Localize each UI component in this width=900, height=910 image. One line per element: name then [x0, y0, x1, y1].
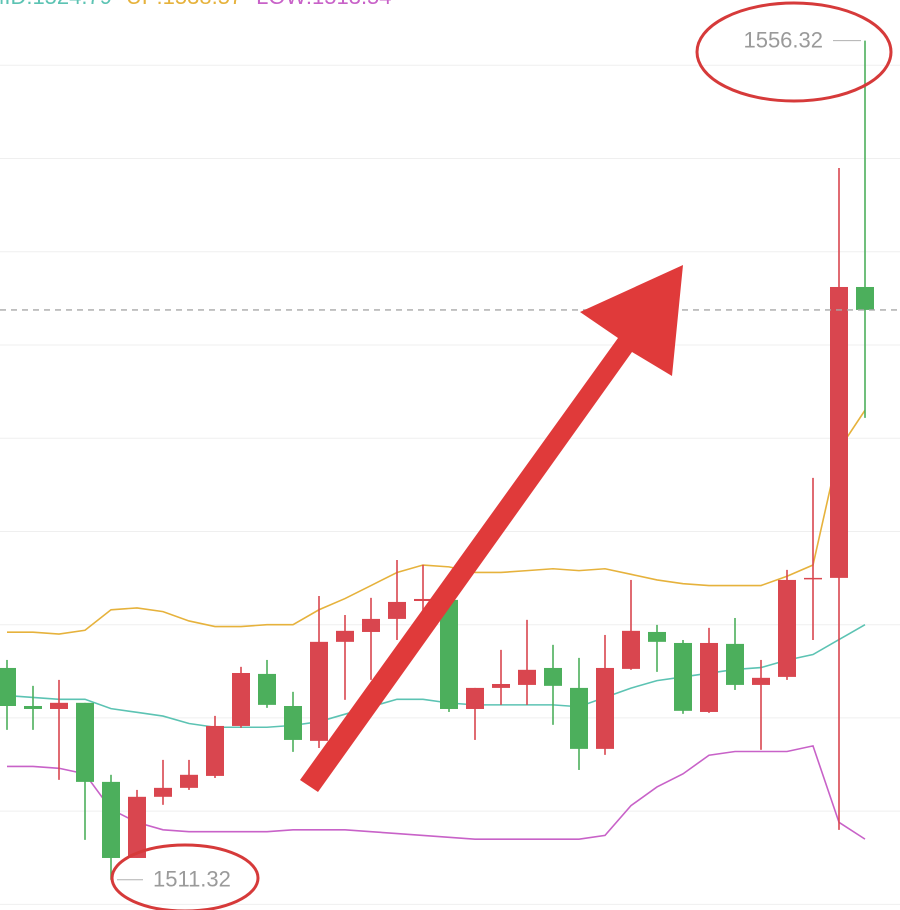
- min-label: 1511.32: [153, 867, 231, 892]
- candle-body: [648, 631, 666, 642]
- candle: [518, 619, 536, 705]
- candle-body: [362, 618, 380, 632]
- candle-body: [154, 787, 172, 797]
- candle: [778, 569, 796, 680]
- candles: [0, 40, 874, 880]
- candle: [310, 595, 328, 748]
- candle: [102, 774, 120, 880]
- candle: [0, 659, 16, 730]
- candle-body: [440, 599, 458, 709]
- band-line: [6, 623, 866, 729]
- candle-body: [258, 673, 276, 705]
- candle: [362, 597, 380, 680]
- band-line: [7, 409, 866, 635]
- candle: [440, 597, 458, 712]
- candle-body: [622, 630, 640, 669]
- candle: [284, 691, 302, 752]
- candle: [752, 659, 770, 750]
- indicator-value: LOW:1513.54: [256, 0, 391, 9]
- candle: [674, 639, 692, 714]
- candle-body: [466, 687, 484, 709]
- candle: [648, 624, 666, 672]
- candle-body: [544, 667, 562, 686]
- candle-body: [518, 669, 536, 685]
- candle-body: [414, 598, 432, 602]
- candle-body: [830, 286, 848, 578]
- candle: [570, 657, 588, 770]
- arrow: [300, 265, 683, 792]
- candle: [596, 634, 614, 755]
- candle-body: [206, 725, 224, 776]
- candle: [154, 759, 172, 805]
- candle: [388, 559, 406, 640]
- bands: [6, 409, 866, 840]
- candle-body: [804, 577, 822, 580]
- candle-body: [752, 677, 770, 685]
- candle-body: [180, 774, 198, 788]
- candle: [830, 168, 848, 830]
- candle-body: [76, 702, 94, 782]
- candle: [700, 627, 718, 713]
- candle-body: [50, 702, 68, 709]
- candle-body: [24, 705, 42, 709]
- candle-body: [128, 796, 146, 858]
- candle-body: [674, 642, 692, 711]
- candle-body: [336, 630, 354, 642]
- highlight-ellipse: [110, 843, 260, 910]
- candle: [232, 666, 250, 728]
- candle-body: [856, 286, 874, 310]
- band-line: [7, 744, 866, 840]
- candle-body: [102, 781, 120, 858]
- candle: [804, 477, 822, 640]
- candle: [622, 579, 640, 670]
- candle: [856, 40, 874, 418]
- candle-body: [310, 641, 328, 741]
- indicator-header: MID:1524.79 UP:1538.57 LOW:1513.54: [0, 0, 392, 9]
- candle: [336, 614, 354, 700]
- candle-body: [700, 642, 718, 712]
- candle: [128, 789, 146, 858]
- candle: [76, 702, 94, 840]
- candle: [726, 617, 744, 690]
- indicator-value: MID:1524.79: [0, 0, 112, 9]
- candle: [180, 759, 198, 790]
- candle: [492, 649, 510, 705]
- candle-body: [596, 667, 614, 749]
- candle: [258, 659, 276, 708]
- candle: [466, 687, 484, 740]
- indicator-value: UP:1538.57: [126, 0, 242, 9]
- grid: [0, 64, 900, 905]
- candle-body: [388, 601, 406, 619]
- candle: [24, 685, 42, 730]
- candle-body: [570, 687, 588, 749]
- candle-body: [284, 705, 302, 740]
- candle: [50, 679, 68, 780]
- candle: [206, 715, 224, 778]
- candle-body: [232, 672, 250, 726]
- candle-body: [0, 667, 16, 706]
- max-label: 1556.32: [743, 27, 823, 52]
- candle-body: [726, 643, 744, 685]
- candle-body: [778, 579, 796, 677]
- highlight-ellipse: [695, 1, 893, 103]
- annotations: 1556.32 1511.32: [0, 27, 900, 892]
- candle-body: [492, 683, 510, 688]
- candle: [544, 644, 562, 725]
